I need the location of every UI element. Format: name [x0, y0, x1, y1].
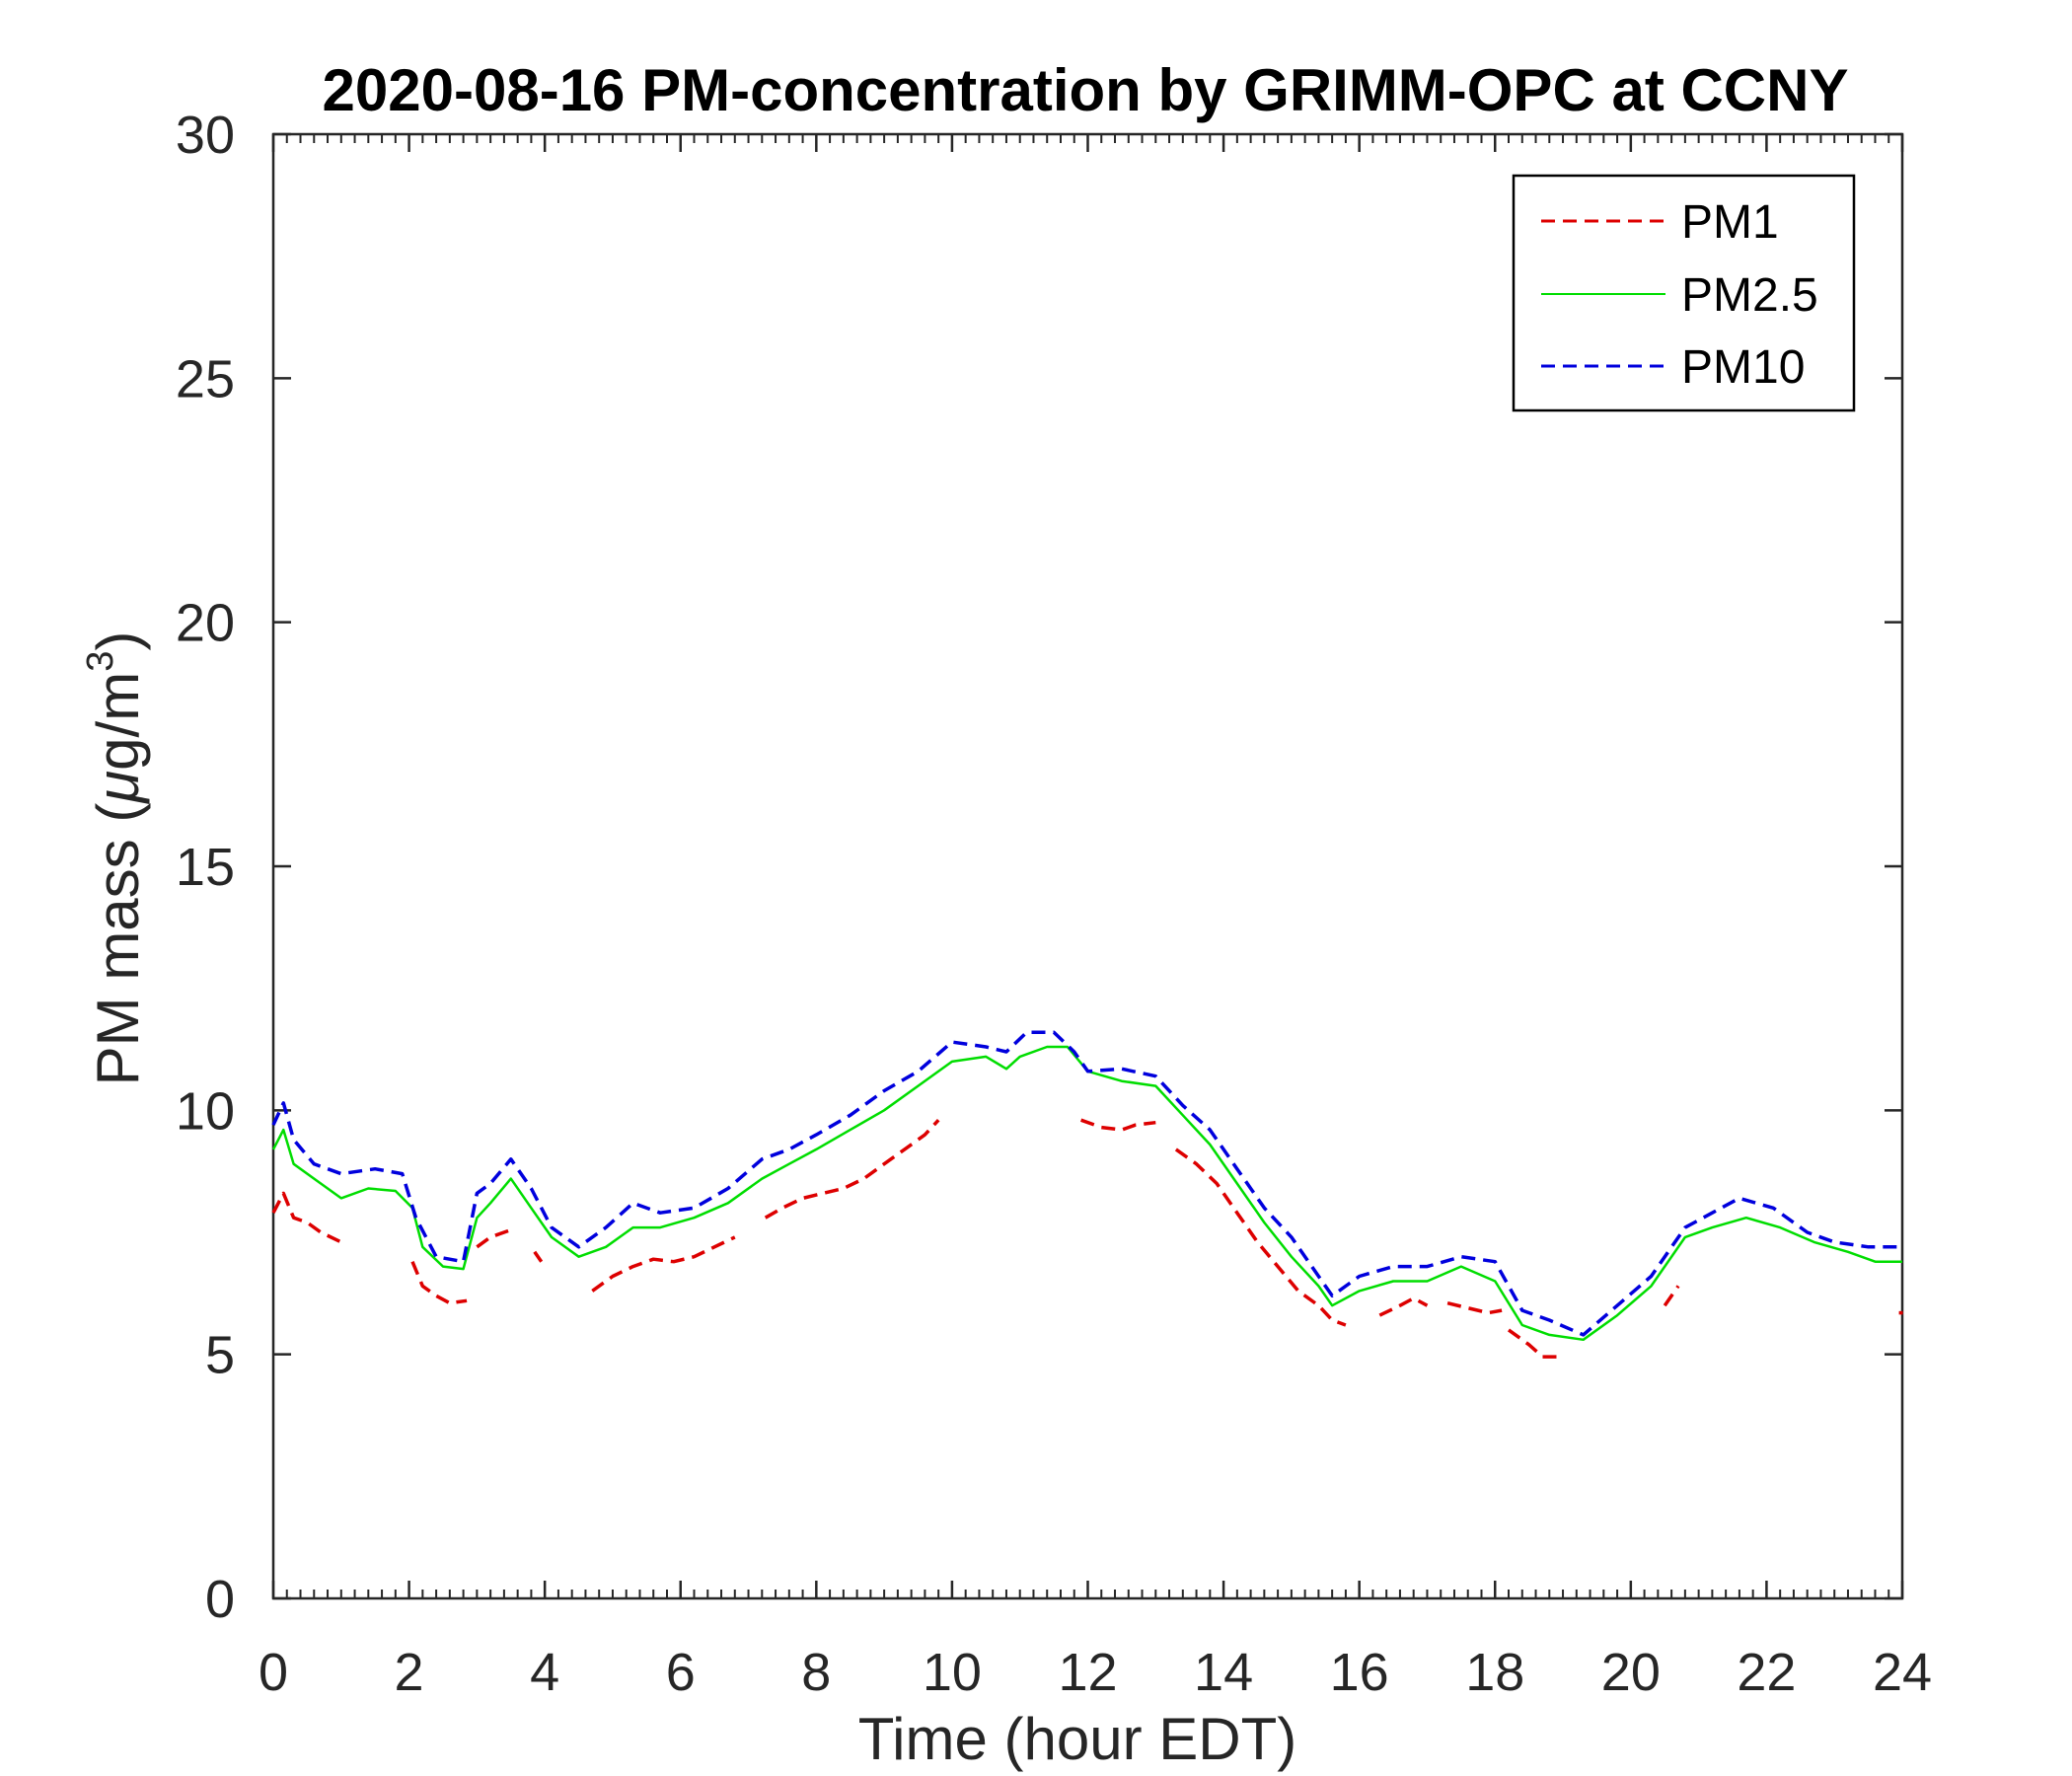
plot-area	[271, 132, 1904, 1600]
series-line-pm1	[1663, 1285, 1680, 1307]
x-tick-label: 22	[1737, 1643, 1796, 1702]
x-tick-label: 8	[801, 1643, 831, 1702]
series-line-pm1	[1507, 1328, 1563, 1359]
x-tick-label: 24	[1873, 1643, 1932, 1702]
x-minor-ticks	[285, 134, 1890, 1598]
x-tick-label: 14	[1194, 1643, 1253, 1702]
y-tick-label: 30	[176, 106, 235, 165]
x-tick-label: 2	[395, 1643, 424, 1702]
series-line-pm1	[476, 1227, 512, 1249]
y-tick-label: 5	[205, 1326, 235, 1385]
legend-label-pm2-5: PM2.5	[1681, 269, 1818, 322]
series-line-pm1	[1446, 1300, 1503, 1315]
x-tick-label: 18	[1465, 1643, 1524, 1702]
x-tick-label: 10	[923, 1643, 982, 1702]
series-layer	[271, 1030, 1903, 1359]
y-tick-labels: 0 5 10 15 20 25 30	[176, 106, 235, 1629]
x-axis-label: Time (hour EDT)	[858, 1706, 1297, 1772]
legend-label-pm1: PM1	[1681, 196, 1779, 249]
x-tick-label: 16	[1330, 1643, 1389, 1702]
series-line-pm1	[1174, 1147, 1347, 1327]
y-axis-label: PM mass (μg/m3)	[80, 631, 151, 1086]
y-tick-label: 20	[176, 594, 235, 653]
series-line-pm1	[1378, 1296, 1429, 1317]
legend-label-pm10: PM10	[1681, 341, 1805, 394]
y-axis-label-prefix: PM mass (	[85, 803, 151, 1086]
legend: PM1 PM2.5 PM10	[1512, 174, 1856, 412]
y-axis-label-unit: g/m	[85, 672, 151, 771]
major-ticks	[271, 132, 1904, 1600]
x-tick-label: 0	[259, 1643, 288, 1702]
y-axis-label-mu: μ	[85, 771, 151, 805]
y-tick-label: 25	[176, 349, 235, 408]
series-line-pm1	[271, 1191, 342, 1244]
x-tick-label: 12	[1058, 1643, 1117, 1702]
series-line-pm1	[1080, 1118, 1156, 1132]
x-tick-labels: 0 2 4 6 8 10 12 14 16 18 20 22 24	[259, 1643, 1932, 1702]
y-tick-label: 0	[205, 1570, 235, 1629]
series-line-pm2-5	[271, 1045, 1902, 1342]
y-tick-label: 15	[176, 838, 235, 897]
y-tick-label: 10	[176, 1081, 235, 1141]
y-axis-label-sup: 3	[80, 651, 121, 672]
series-line-pm1	[533, 1250, 544, 1263]
series-line-pm1	[764, 1119, 940, 1220]
chart-title: 2020-08-16 PM-concentration by GRIMM-OPC…	[323, 57, 1849, 123]
y-axis-label-suffix: )	[85, 631, 151, 651]
x-tick-label: 6	[666, 1643, 696, 1702]
x-tick-label: 20	[1601, 1643, 1661, 1702]
x-tick-label: 4	[530, 1643, 559, 1702]
series-line-pm10	[271, 1030, 1902, 1337]
series-line-pm1	[591, 1235, 736, 1293]
